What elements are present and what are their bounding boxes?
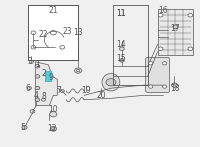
Text: 1: 1 — [35, 60, 40, 69]
Circle shape — [75, 68, 82, 73]
Circle shape — [162, 62, 167, 65]
Circle shape — [52, 128, 55, 130]
Circle shape — [162, 85, 167, 88]
Polygon shape — [35, 62, 57, 106]
Polygon shape — [158, 9, 193, 55]
Circle shape — [35, 65, 40, 68]
Text: 13: 13 — [73, 28, 83, 37]
Text: 5: 5 — [20, 123, 25, 132]
Circle shape — [158, 47, 163, 50]
Polygon shape — [45, 71, 51, 81]
Circle shape — [119, 47, 124, 50]
Text: 4: 4 — [34, 91, 39, 100]
Text: 3: 3 — [27, 57, 32, 66]
Circle shape — [172, 83, 177, 87]
Text: 14: 14 — [116, 40, 126, 49]
Text: 9: 9 — [49, 73, 54, 82]
Text: 17: 17 — [171, 24, 180, 33]
Text: 21: 21 — [49, 6, 58, 15]
Circle shape — [188, 47, 193, 50]
Text: 11: 11 — [116, 9, 126, 18]
Circle shape — [158, 14, 163, 17]
Text: 10: 10 — [49, 105, 58, 114]
Ellipse shape — [102, 74, 120, 91]
Text: 8: 8 — [41, 92, 46, 101]
Circle shape — [35, 98, 40, 101]
Circle shape — [50, 127, 57, 131]
Circle shape — [22, 126, 27, 129]
Text: 20: 20 — [96, 91, 106, 100]
Bar — [28, 5, 78, 60]
Circle shape — [148, 85, 153, 88]
Circle shape — [119, 59, 124, 62]
Circle shape — [35, 86, 40, 90]
Text: 16: 16 — [158, 6, 167, 15]
Text: 19: 19 — [81, 86, 91, 95]
Text: 23: 23 — [62, 27, 72, 36]
Text: 15: 15 — [116, 54, 126, 64]
Circle shape — [77, 69, 80, 72]
Text: 22: 22 — [39, 30, 48, 39]
Text: 18: 18 — [170, 83, 179, 93]
Text: 2: 2 — [41, 69, 46, 78]
Circle shape — [35, 75, 40, 78]
FancyBboxPatch shape — [146, 57, 170, 92]
Circle shape — [121, 60, 123, 61]
Text: 6: 6 — [25, 83, 30, 93]
Text: 7: 7 — [56, 86, 61, 95]
Text: 11: 11 — [116, 9, 126, 18]
Circle shape — [188, 14, 193, 17]
Circle shape — [148, 62, 153, 65]
Bar — [113, 5, 148, 85]
Circle shape — [173, 25, 178, 29]
Circle shape — [106, 79, 116, 86]
Circle shape — [50, 112, 57, 117]
Text: 12: 12 — [48, 124, 57, 133]
